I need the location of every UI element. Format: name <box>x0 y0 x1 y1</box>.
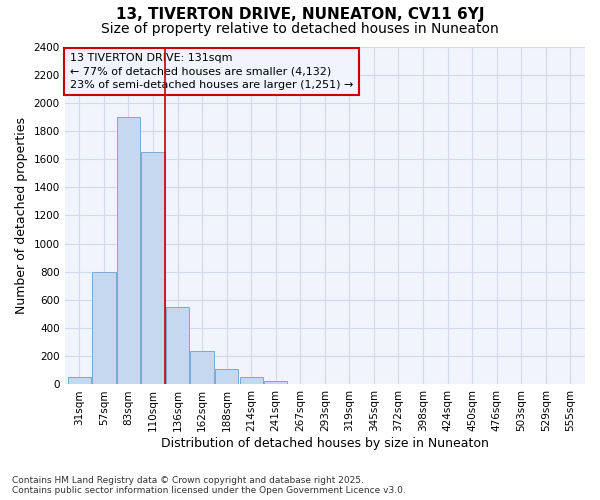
Text: 13, TIVERTON DRIVE, NUNEATON, CV11 6YJ: 13, TIVERTON DRIVE, NUNEATON, CV11 6YJ <box>116 8 484 22</box>
Text: 13 TIVERTON DRIVE: 131sqm
← 77% of detached houses are smaller (4,132)
23% of se: 13 TIVERTON DRIVE: 131sqm ← 77% of detac… <box>70 54 353 90</box>
Bar <box>239 378 263 384</box>
Bar <box>117 117 140 384</box>
Bar <box>166 307 189 384</box>
Bar <box>142 152 164 384</box>
Bar <box>264 381 287 384</box>
X-axis label: Distribution of detached houses by size in Nuneaton: Distribution of detached houses by size … <box>161 437 489 450</box>
Bar <box>92 272 116 384</box>
Bar <box>190 350 214 384</box>
Text: Size of property relative to detached houses in Nuneaton: Size of property relative to detached ho… <box>101 22 499 36</box>
Bar <box>68 378 91 384</box>
Text: Contains HM Land Registry data © Crown copyright and database right 2025.
Contai: Contains HM Land Registry data © Crown c… <box>12 476 406 495</box>
Y-axis label: Number of detached properties: Number of detached properties <box>15 117 28 314</box>
Bar <box>215 369 238 384</box>
